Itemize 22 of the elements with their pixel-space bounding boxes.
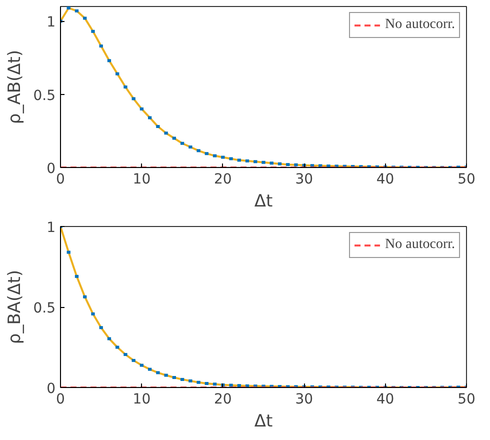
y-tick-label: 0.5 [33, 88, 56, 104]
x-axis-title: Δt [254, 412, 273, 432]
x-axis-title: Δt [254, 192, 273, 212]
x-tick-label: 50 [458, 392, 476, 408]
legend-label: No autocorr. [385, 237, 455, 253]
y-tick-label: 0 [46, 381, 56, 397]
x-tick-label: 20 [214, 392, 232, 408]
y-tick-label: 1 [46, 220, 56, 236]
y-tick-label: 1 [46, 14, 56, 31]
y-axis-title: ρ_BA(Δt) [5, 270, 26, 344]
x-tick-label: 40 [376, 172, 394, 188]
y-tick-label: 0 [46, 161, 56, 177]
legend-label: No autocorr. [385, 17, 455, 33]
x-tick-label: 20 [214, 172, 232, 188]
x-tick-label: 10 [132, 392, 151, 408]
y-tick-label: 0.5 [33, 300, 56, 316]
x-tick-label: 50 [458, 172, 476, 188]
y-axis-title: ρ_AB(Δt) [5, 50, 26, 124]
x-tick-label: 30 [295, 392, 314, 408]
x-tick-label: 40 [376, 392, 394, 408]
x-tick-label: 30 [295, 172, 314, 188]
x-tick-label: 10 [132, 172, 151, 188]
